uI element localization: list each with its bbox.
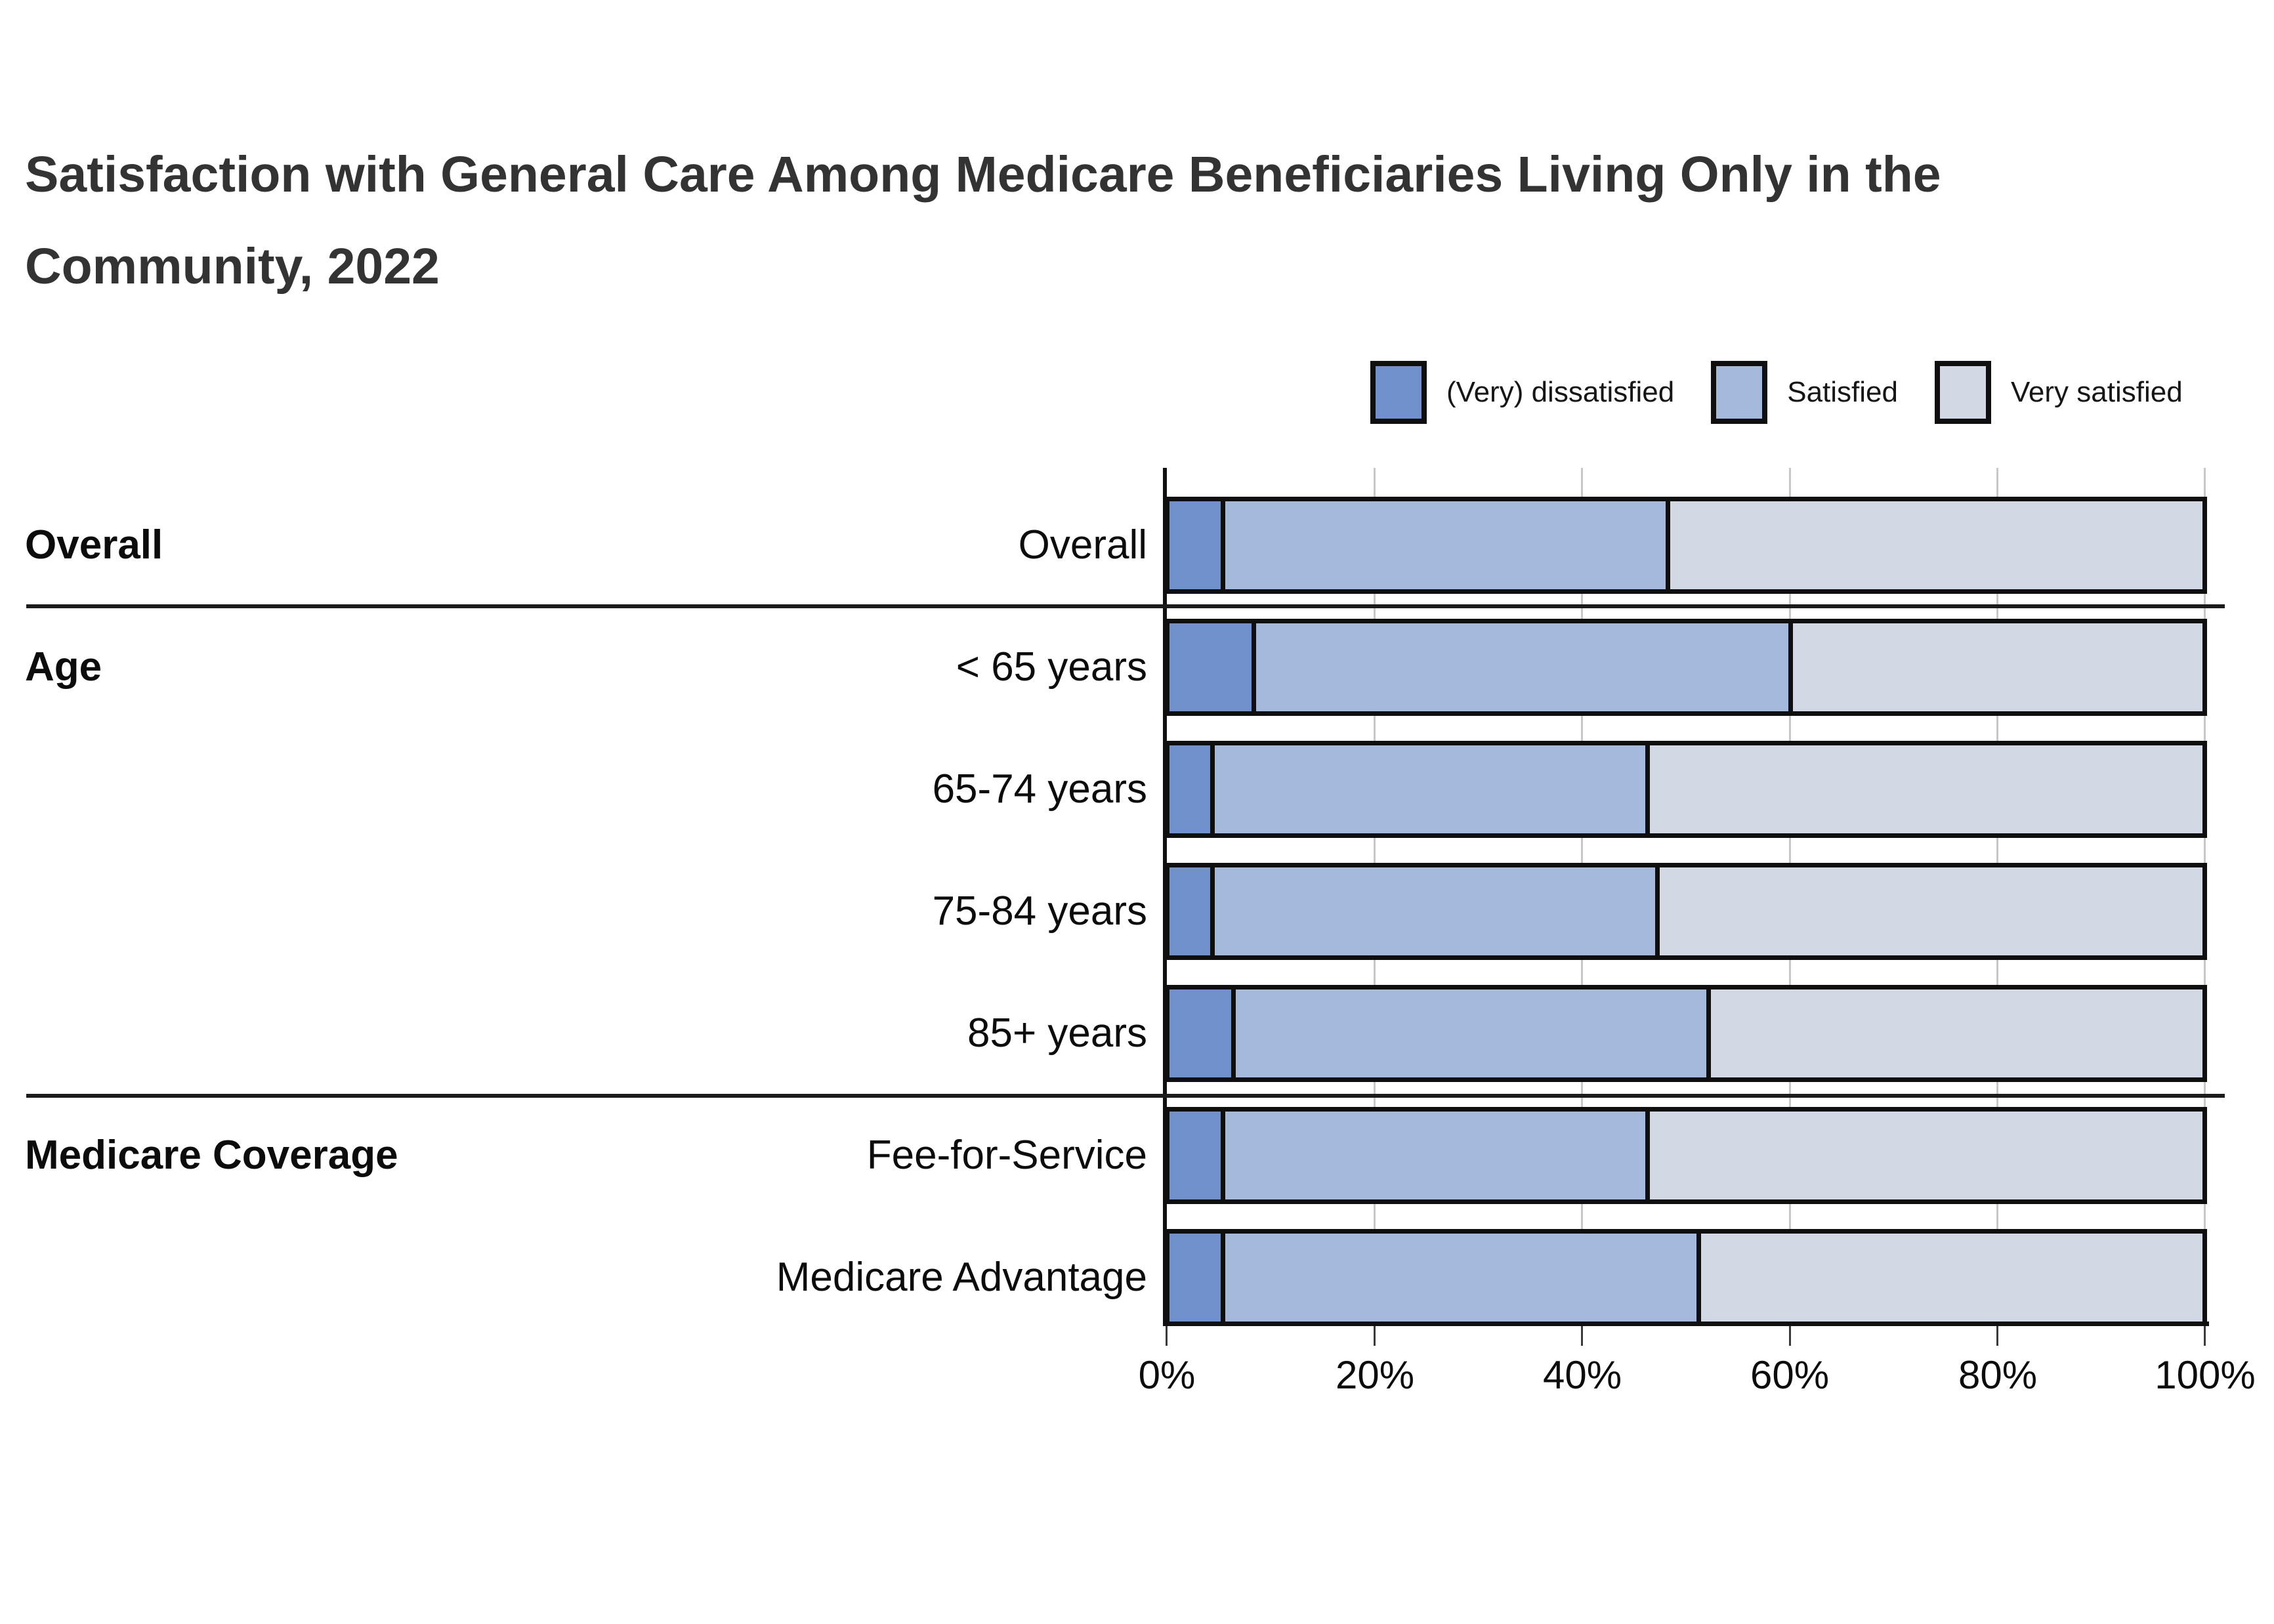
bar-segment-very-satisfied [1660,867,2202,955]
bar-segment-dissatisfied [1169,501,1225,589]
x-tick-100 [2204,1326,2206,1346]
legend: (Very) dissatisfied Satisfied Very satis… [1370,361,2183,424]
bar-segment-satisfied [1215,867,1660,955]
x-tick-0 [1166,1326,1168,1346]
x-tick-label-60: 60% [1750,1353,1830,1397]
stacked-bar [1165,1107,2207,1204]
row-label: 85+ years [967,1010,1147,1056]
bar-row-85-plus: 85+ years [0,985,2274,1082]
bar-segment-dissatisfied [1169,623,1256,711]
chart-title-line2: Community, 2022 [25,238,440,295]
bar-segment-very-satisfied [1711,989,2202,1077]
legend-label-very-satisfied: Very satisfied [2011,376,2183,408]
x-axis-line [1163,1322,2209,1326]
bar-segment-dissatisfied [1169,745,1215,833]
bar-row-65-74: 65-74 years [0,741,2274,838]
legend-item-satisfied: Satisfied [1711,361,1898,424]
legend-item-very-satisfied: Very satisfied [1935,361,2183,424]
group-label-overall: Overall [25,522,163,568]
x-tick-20 [1374,1326,1376,1346]
chart-title-line1: Satisfaction with General Care Among Med… [25,146,1941,203]
bar-segment-very-satisfied [1649,745,2203,833]
group-label-age: Age [25,644,102,690]
stacked-bar [1165,497,2207,594]
legend-label-satisfied: Satisfied [1787,376,1898,408]
bar-row-75-84: 75-84 years [0,863,2274,960]
bar-segment-dissatisfied [1169,1112,1225,1199]
stacked-bar [1165,985,2207,1082]
bar-row-medicare-advantage: Medicare Advantage [0,1229,2274,1326]
bar-segment-satisfied [1235,989,1712,1077]
legend-item-dissatisfied: (Very) dissatisfied [1370,361,1674,424]
x-tick-label-0: 0% [1138,1353,1196,1397]
x-tick-40 [1581,1326,1583,1346]
x-tick-label-100: 100% [2155,1353,2256,1397]
stacked-bar [1165,741,2207,838]
legend-swatch-satisfied-icon [1711,361,1768,424]
stacked-bar [1165,1229,2207,1326]
row-label: < 65 years [956,644,1147,690]
bar-segment-satisfied [1225,501,1670,589]
bar-segment-satisfied [1215,745,1650,833]
row-label: Medicare Advantage [776,1255,1147,1300]
legend-swatch-dissatisfied-icon [1370,361,1427,424]
x-tick-label-80: 80% [1958,1353,2038,1397]
stacked-bar [1165,863,2207,960]
bar-row-fee-for-service: Fee-for-Service [0,1107,2274,1204]
bar-segment-very-satisfied [1670,501,2202,589]
x-tick-label-20: 20% [1335,1353,1415,1397]
legend-label-dissatisfied: (Very) dissatisfied [1446,376,1675,408]
stacked-bar [1165,619,2207,716]
bar-row-under-65: < 65 years [0,619,2274,716]
bar-segment-satisfied [1225,1112,1650,1199]
bar-segment-very-satisfied [1700,1234,2202,1322]
group-separator-overall-age [26,604,2225,608]
bar-segment-dissatisfied [1169,989,1236,1077]
row-label: 65-74 years [932,766,1147,812]
row-label: Fee-for-Service [866,1133,1147,1178]
bar-segment-dissatisfied [1169,867,1215,955]
x-tick-80 [1996,1326,1998,1346]
bar-segment-satisfied [1255,623,1793,711]
x-tick-label-40: 40% [1542,1353,1622,1397]
row-label: Overall [1018,522,1147,568]
bar-segment-dissatisfied [1169,1234,1225,1322]
plot-area: Overall Age Medicare Coverage Overall < … [0,468,2274,1465]
bar-segment-satisfied [1225,1234,1701,1322]
x-tick-60 [1789,1326,1791,1346]
legend-swatch-very-satisfied-icon [1935,361,1991,424]
bar-segment-very-satisfied [1793,623,2202,711]
bar-row-overall: Overall [0,497,2274,594]
chart-title: Satisfaction with General Care Among Med… [25,129,2250,312]
group-label-medicare-coverage: Medicare Coverage [25,1133,398,1178]
row-label: 75-84 years [932,888,1147,934]
group-separator-age-coverage [26,1094,2225,1098]
bar-segment-very-satisfied [1649,1112,2202,1199]
